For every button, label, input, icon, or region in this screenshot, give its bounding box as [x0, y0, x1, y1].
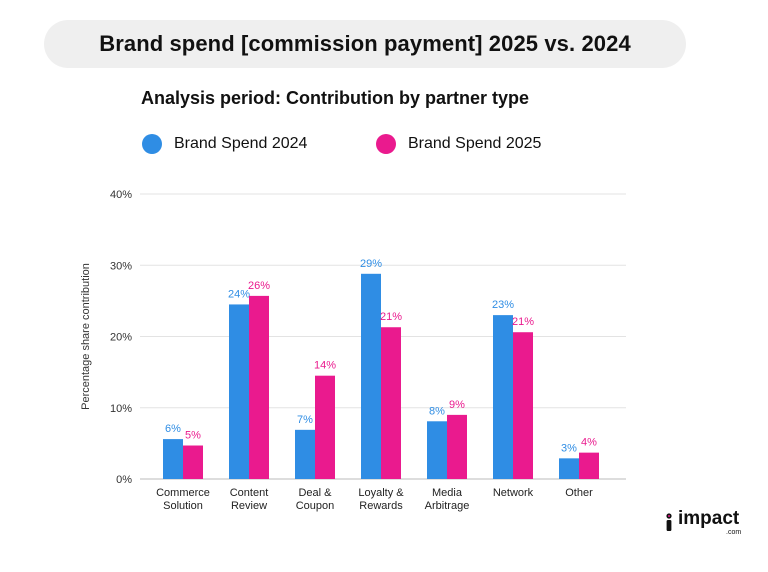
- data-label-2025: 21%: [512, 316, 534, 328]
- impact-logo-icon: [666, 513, 672, 531]
- y-tick-label: 40%: [110, 189, 132, 201]
- legend-label-2025: Brand Spend 2025: [408, 135, 542, 152]
- bar-2025: [579, 452, 599, 479]
- data-label-2025: 5%: [185, 430, 201, 442]
- legend-swatch-2024: [142, 134, 162, 154]
- legend-label-2024: Brand Spend 2024: [174, 135, 308, 152]
- x-tick-label: Review: [231, 500, 267, 512]
- x-tick-label: Network: [493, 487, 534, 499]
- impact-logo-domain: .com: [726, 529, 742, 536]
- chart-title: Brand spend [commission payment] 2025 vs…: [99, 31, 631, 56]
- bar-2025: [381, 327, 401, 479]
- bar-2024: [229, 304, 249, 479]
- data-label-2025: 14%: [314, 360, 336, 372]
- x-tick-label: Media: [432, 487, 463, 499]
- x-tick-label: Rewards: [359, 500, 403, 512]
- y-axis-label: Percentage share contribution: [80, 263, 92, 410]
- bar-2025: [315, 375, 335, 479]
- x-tick-label: Content: [230, 487, 269, 499]
- data-label-2025: 4%: [581, 437, 597, 449]
- bar-2024: [493, 315, 513, 479]
- data-label-2024: 23%: [492, 299, 514, 311]
- x-tick-label: Arbitrage: [425, 500, 470, 512]
- y-tick-label: 0%: [116, 474, 132, 486]
- data-label-2025: 9%: [449, 399, 465, 411]
- impact-logo: impact .com: [664, 508, 754, 538]
- data-label-2024: 24%: [228, 288, 250, 300]
- x-tick-label: Commerce: [156, 487, 210, 499]
- legend-item-2024: Brand Spend 2024: [142, 134, 307, 154]
- data-label-2024: 3%: [561, 442, 577, 454]
- bar-2025: [249, 295, 269, 479]
- x-tick-label: Deal &: [298, 487, 332, 499]
- data-label-2024: 8%: [429, 405, 445, 417]
- bar-2024: [295, 429, 315, 479]
- x-tick-label: Loyalty &: [358, 487, 404, 499]
- bar-2024: [427, 421, 447, 479]
- bar-2024: [361, 273, 381, 479]
- bar-2024: [163, 439, 183, 479]
- y-tick-label: 20%: [110, 332, 132, 344]
- bar-2025: [513, 332, 533, 479]
- legend-item-2025: Brand Spend 2025: [376, 134, 541, 154]
- chart-subtitle: Analysis period: Contribution by partner…: [141, 88, 530, 108]
- x-tick-label: Solution: [163, 500, 203, 512]
- data-label-2025: 21%: [380, 311, 402, 323]
- bar-2025: [183, 445, 203, 479]
- data-label-2025: 26%: [248, 280, 270, 292]
- data-label-2024: 6%: [165, 423, 181, 435]
- impact-logo-text: impact: [678, 508, 740, 529]
- chart-title-banner: Brand spend [commission payment] 2025 vs…: [44, 20, 686, 68]
- bar-2024: [559, 458, 579, 479]
- x-tick-label: Other: [565, 487, 593, 499]
- legend-swatch-2025: [376, 134, 396, 154]
- bar-2025: [447, 414, 467, 479]
- legend: Brand Spend 2024 Brand Spend 2025: [0, 134, 768, 160]
- y-tick-label: 10%: [110, 403, 132, 415]
- x-tick-label: Coupon: [296, 500, 335, 512]
- y-tick-label: 30%: [110, 260, 132, 272]
- data-label-2024: 7%: [297, 414, 313, 426]
- data-label-2024: 29%: [360, 258, 382, 270]
